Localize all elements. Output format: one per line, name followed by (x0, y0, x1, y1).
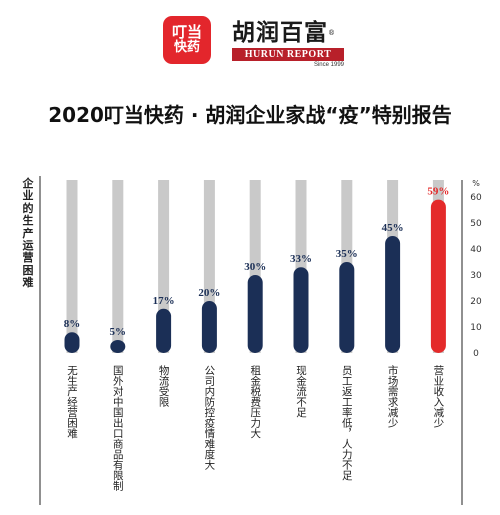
y-tick-label: 30 (470, 271, 482, 281)
category-label: 市场需求减少 (387, 364, 399, 428)
bar (156, 308, 172, 353)
bar (64, 332, 80, 353)
y-axis-label: 企业的生产运营困难 (22, 177, 34, 290)
hurun-en-name: HURUN REPORT (232, 48, 344, 61)
page-title: 2020叮当快药 · 胡润企业家战“疫”特别报告 (48, 103, 452, 127)
dingdang-logo: 叮当 快药 (163, 16, 211, 64)
hurun-cn-name: 胡润百富® (232, 20, 344, 46)
y-ticks: 0 10 20 30 40 50 60 (470, 193, 482, 359)
bar-track (295, 180, 307, 353)
y-tick-label: 40 (470, 245, 482, 255)
bar-track (112, 180, 124, 353)
bar-value-label: 59% (427, 186, 449, 198)
y-tick-label: 50 (470, 219, 482, 229)
registered-mark: ® (328, 29, 336, 37)
bar-value-label: 35% (336, 248, 358, 260)
category-label: 员工返工率低，人力不足 (341, 365, 353, 481)
y-tick-label: 10 (470, 323, 482, 333)
logo-text-line2: 快药 (173, 40, 200, 56)
bar (430, 199, 446, 353)
bar-value-label: 5% (110, 326, 127, 338)
bar-track (203, 180, 215, 353)
bar (201, 301, 217, 353)
category-label: 国外对中国出口商品有限制 (112, 365, 124, 491)
y-tick-label: 0 (473, 349, 479, 359)
bar-value-label: 17% (153, 295, 175, 307)
category-label: 无生产经营困难 (66, 365, 78, 439)
bar (293, 267, 309, 353)
bar (110, 340, 126, 353)
y-unit-label: % (472, 179, 480, 188)
bars: 8% 无生产经营困难 5% 国外对中国出口商品有限制 17% 物流受限 20% 公司内防控疫情… (64, 180, 449, 491)
hurun-cn-text: 胡润百富 (232, 19, 328, 46)
bar-track (66, 180, 78, 353)
category-label: 现金流不足 (295, 365, 307, 418)
bar-value-label: 30% (244, 261, 266, 273)
category-label: 物流受限 (158, 364, 170, 408)
category-label: 租金税费压力大 (249, 364, 261, 439)
hurun-logo: 胡润百富® HURUN REPORT Since 1999 (232, 20, 344, 68)
logo-text-line1: 叮当 (171, 23, 202, 42)
category-label: 公司内防控疫情难度大 (203, 365, 215, 471)
bar-value-label: 8% (64, 318, 81, 330)
bar-value-label: 20% (198, 287, 220, 299)
bar (247, 275, 263, 353)
bar-track (249, 180, 261, 353)
bar-value-label: 45% (382, 222, 404, 234)
y-tick-label: 60 (470, 193, 482, 203)
bar (385, 236, 401, 353)
bar (339, 262, 355, 353)
y-tick-label: 20 (470, 297, 482, 307)
category-label: 营业收入减少 (432, 364, 444, 428)
hurun-since: Since 1999 (313, 62, 344, 68)
bar-track (158, 180, 170, 353)
bar-value-label: 33% (290, 253, 312, 265)
